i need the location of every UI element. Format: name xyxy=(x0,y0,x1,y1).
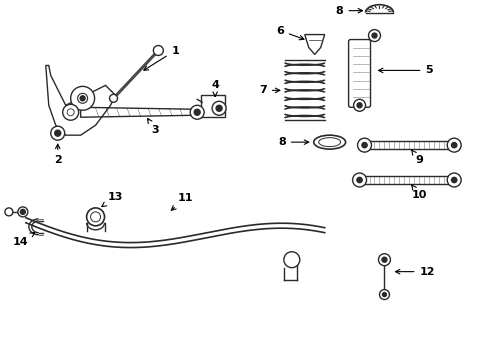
Circle shape xyxy=(18,207,28,217)
Circle shape xyxy=(372,33,377,38)
Circle shape xyxy=(5,208,13,216)
Circle shape xyxy=(21,210,25,214)
Circle shape xyxy=(353,173,367,187)
Circle shape xyxy=(358,138,371,152)
Circle shape xyxy=(383,293,387,297)
Circle shape xyxy=(55,130,61,136)
Circle shape xyxy=(212,101,226,115)
Circle shape xyxy=(91,212,100,222)
Circle shape xyxy=(87,208,104,226)
Text: 11: 11 xyxy=(172,193,193,210)
Text: 4: 4 xyxy=(211,80,219,96)
Text: 9: 9 xyxy=(412,150,423,165)
Text: 2: 2 xyxy=(54,144,62,165)
Text: 7: 7 xyxy=(259,85,280,95)
Text: 6: 6 xyxy=(276,26,304,40)
Circle shape xyxy=(378,254,391,266)
Circle shape xyxy=(452,177,457,183)
Circle shape xyxy=(194,109,200,115)
Circle shape xyxy=(447,138,461,152)
Text: 12: 12 xyxy=(395,267,435,276)
Text: 13: 13 xyxy=(102,192,123,207)
Circle shape xyxy=(354,99,366,111)
Text: 8: 8 xyxy=(278,137,309,147)
Circle shape xyxy=(379,289,390,300)
Circle shape xyxy=(357,177,362,183)
Circle shape xyxy=(110,94,118,102)
Text: 1: 1 xyxy=(144,45,179,70)
Circle shape xyxy=(190,105,204,119)
Text: 14: 14 xyxy=(13,233,35,247)
Circle shape xyxy=(447,173,461,187)
Circle shape xyxy=(368,30,380,41)
Circle shape xyxy=(362,143,367,148)
Circle shape xyxy=(452,143,457,148)
Circle shape xyxy=(77,93,88,103)
Ellipse shape xyxy=(318,138,341,147)
Circle shape xyxy=(51,126,65,140)
Circle shape xyxy=(63,104,78,120)
Text: 8: 8 xyxy=(336,6,363,15)
Circle shape xyxy=(357,103,362,108)
Circle shape xyxy=(216,105,222,111)
Circle shape xyxy=(284,252,300,268)
Text: 5: 5 xyxy=(378,66,433,76)
Circle shape xyxy=(382,257,387,262)
Circle shape xyxy=(71,86,95,110)
Ellipse shape xyxy=(314,135,345,149)
Circle shape xyxy=(153,45,163,55)
Text: 10: 10 xyxy=(412,185,427,200)
Text: 3: 3 xyxy=(147,118,159,135)
Circle shape xyxy=(67,109,74,116)
Circle shape xyxy=(80,96,85,101)
